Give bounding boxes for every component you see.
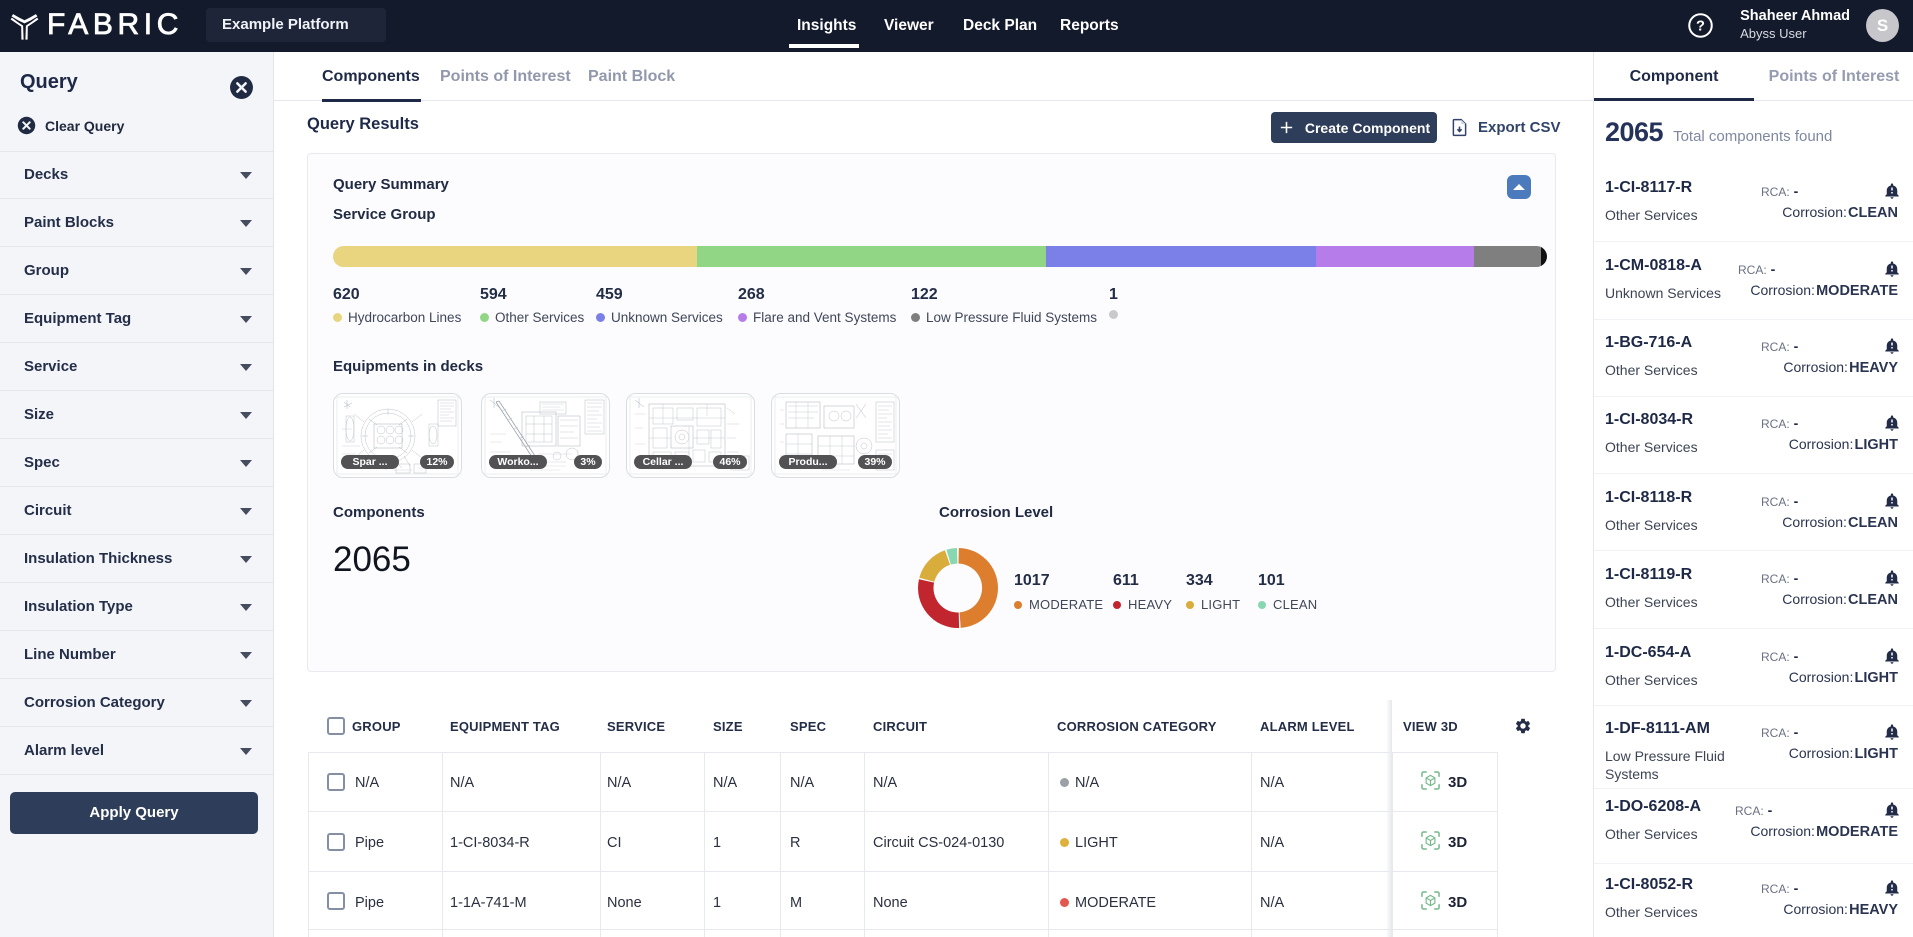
svg-text:?: ? bbox=[1696, 19, 1705, 35]
